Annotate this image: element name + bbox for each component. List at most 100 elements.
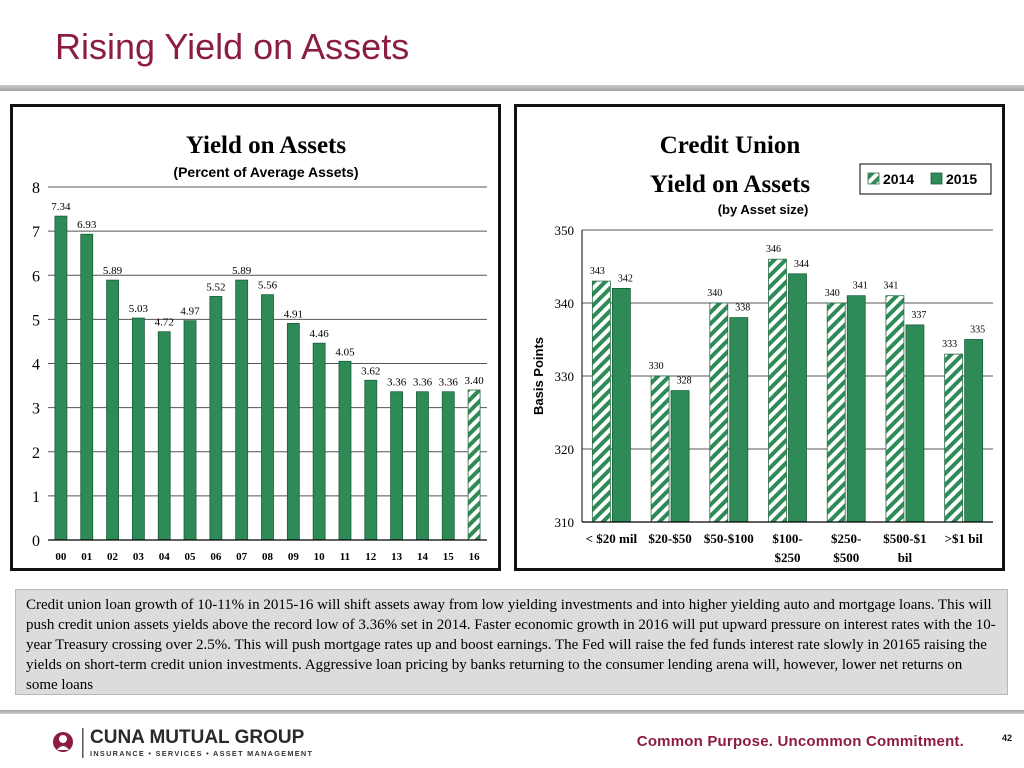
data-label-10: 4.46 [310,328,330,340]
bar-02 [106,279,119,541]
bar-08 [261,294,274,541]
bar-2015-2 [729,317,749,523]
bar-2015-0 [611,287,631,523]
data-label-02: 5.89 [103,265,123,277]
x-tick-label: 05 [185,551,197,563]
bar-2014-4 [826,302,846,523]
page-number: 42 [1001,733,1012,743]
x-tick-label: 01 [81,551,92,563]
y-tick-label: 5 [32,312,40,329]
y-tick-label: 320 [555,442,575,457]
bar-05 [183,320,197,541]
bar-16 [467,389,481,541]
x-tick-label: 04 [159,551,171,563]
bar-06 [209,296,223,541]
logo-subtext: INSURANCE • SERVICES • ASSET MANAGEMENT [90,749,313,758]
data-label-2014-3: 346 [766,244,781,255]
bar-2014-5 [885,295,905,523]
data-label-2015-6: 335 [970,325,985,336]
bar-2015-6 [964,339,984,523]
data-label-08: 5.56 [258,280,278,292]
x-tick-label: 09 [288,551,300,563]
credit-union-yield-chart-panel: Credit Union Yield on Assets (by Asset siz… [514,104,1005,571]
x-tick-label: $100- [772,531,802,546]
y-tick-label: 310 [555,515,575,530]
data-label-09: 4.91 [284,308,303,320]
y-tick-label: 330 [555,369,575,384]
slide-title: Rising Yield on Assets [55,26,410,67]
y-tick-label: 0 [32,533,40,550]
y-tick-label: 8 [32,180,40,197]
bar-14 [416,391,429,541]
data-label-01: 6.93 [77,219,97,231]
bar-2014-6 [944,353,964,523]
data-label-00: 7.34 [51,201,71,213]
x-tick-label: 03 [133,551,145,563]
bar-2015-3 [788,273,807,523]
data-label-2015-5: 337 [911,310,926,321]
data-label-03: 5.03 [129,303,149,315]
bar-01 [80,233,94,541]
x-tick-label: 15 [443,551,455,563]
credit-union-yield-by-size-chart: Credit Union Yield on Assets (by Asset siz… [531,132,993,565]
x-tick-label: $50-$100 [704,531,754,546]
x-tick-label: 16 [469,551,481,563]
bar-10 [312,342,326,541]
yield-on-assets-chart: Yield on Assets (Percent of Average Asset… [32,132,487,563]
legend-swatch-2014 [867,172,880,185]
legend-swatch-2015 [930,172,943,185]
data-label-2015-1: 328 [677,376,692,387]
legend-label-2015: 2015 [946,171,977,187]
y-tick-label: 1 [32,489,40,506]
chart-title-line2: Yield on Assets [650,171,810,198]
y-tick-label: 350 [555,223,575,238]
y-tick-label: 7 [32,224,40,241]
chart-title: Credit Union [660,132,801,159]
legend-box [859,163,992,195]
legend-label-2014: 2014 [883,171,914,187]
data-label-2014-5: 341 [883,281,898,292]
x-tick-label: >$1 bil [945,531,983,546]
x-tick-label: 00 [55,551,67,563]
x-tick-label: $250- [831,531,861,546]
data-label-13: 3.36 [387,377,407,389]
chart-subtitle: (Percent of Average Assets) [173,164,358,180]
chart-legend: 2014 2015 [859,163,992,195]
bar-2014-0 [591,280,611,523]
data-label-2015-4: 341 [853,281,868,292]
bar-09 [286,322,300,541]
x-tick-label: $500 [833,550,859,565]
data-label-15: 3.36 [439,377,459,389]
data-label-14: 3.36 [413,377,433,389]
data-label-2014-4: 340 [825,288,840,299]
bar-2015-4 [846,295,866,523]
x-tick-label: < $20 mil [586,531,638,546]
tagline-text: Common Purpose. Uncommon Commitment. [636,733,964,750]
commentary-text-box: Credit union loan growth of 10-11% in 20… [15,589,1008,695]
x-tick-label: bil [898,550,913,565]
x-tick-label: $20-$50 [648,531,691,546]
x-tick-label: $250 [775,550,801,565]
data-label-11: 4.05 [335,346,355,358]
bar-07 [235,279,249,541]
x-tick-label: 07 [236,551,248,563]
commentary-text: Credit union loan growth of 10-11% in 20… [26,597,996,693]
data-label-2014-0: 343 [590,266,605,277]
x-tick-label: 12 [365,551,377,563]
x-tick-label: 10 [314,551,326,563]
logo-separator [82,728,84,758]
bar-00 [54,215,68,541]
footer-tagline: Common Purpose. Uncommon Commitment. [637,733,986,750]
data-label-16: 3.40 [464,375,484,387]
y-tick-label: 2 [32,445,40,462]
bar-13 [390,391,404,541]
data-label-05: 4.97 [180,306,200,318]
top-divider [0,85,1024,91]
yield-on-assets-chart-panel: Yield on Assets (Percent of Average Asset… [10,104,501,571]
data-label-2014-1: 330 [649,361,664,372]
bar-2014-3 [768,258,787,523]
x-tick-label: 08 [262,551,274,563]
chart-subtitle: (by Asset size) [718,202,809,217]
data-label-07: 5.89 [232,265,252,277]
chart-title: Yield on Assets [186,132,346,159]
